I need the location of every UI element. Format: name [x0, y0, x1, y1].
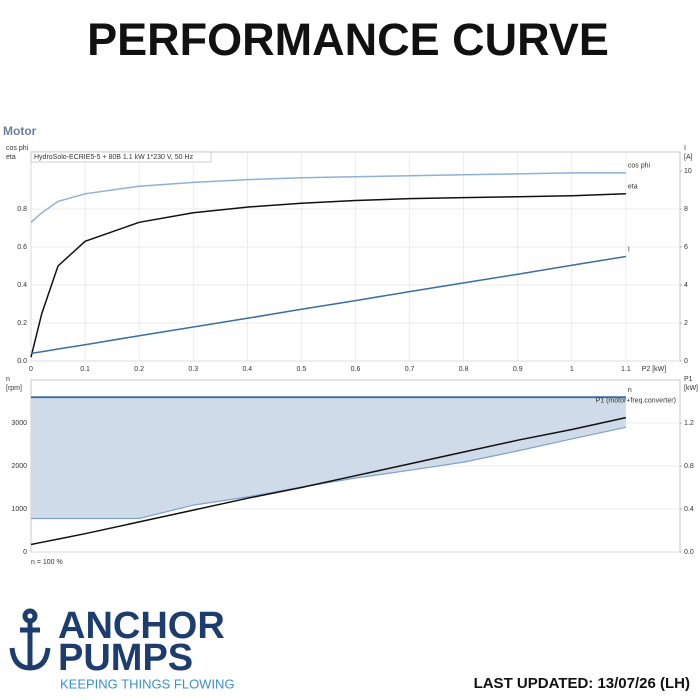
y-axis-label: cos phi	[6, 145, 29, 152]
series-label: cos phi	[628, 163, 651, 170]
series-label: I	[628, 246, 630, 253]
y-tick-label: 0.2	[17, 320, 27, 327]
y-axis-label: [rpm]	[6, 385, 22, 392]
y-tick-label: 3000	[11, 420, 27, 427]
x-tick-label: 0.9	[513, 366, 523, 373]
legend-text: HydroSolo-ECRIE5-5 + 80B 1.1 kW 1*230 V,…	[34, 154, 194, 161]
y2-tick-label: 0.4	[684, 506, 694, 513]
legend-box	[30, 151, 212, 163]
x-axis-label: P2 [kW]	[642, 366, 667, 373]
x-tick-label: 0.1	[80, 366, 90, 373]
y2-tick-label: 10	[684, 168, 692, 175]
x-tick-label: 0.4	[242, 366, 252, 373]
y2-tick-label: 4	[684, 282, 688, 289]
x-tick-label: 0.5	[297, 366, 307, 373]
y-tick-label: 0.0	[17, 358, 27, 365]
y2-tick-label: 1.2	[684, 420, 694, 427]
series-label: P1 (motor+freq.converter)	[596, 397, 676, 404]
note: n = 100 %	[31, 559, 63, 566]
y2-tick-label: 0.8	[684, 463, 694, 470]
x-tick-label: 1.1	[621, 366, 631, 373]
y-axis-label: n	[6, 376, 10, 383]
y2-tick-label: 8	[684, 206, 688, 213]
series-line	[30, 416, 627, 546]
range-lower-line	[31, 426, 627, 520]
brand-line2: PUMPS	[58, 637, 193, 679]
y2-tick-label: 2	[684, 320, 688, 327]
y2-tick-label: 0.0	[684, 549, 694, 556]
y-axis-label: eta	[6, 154, 16, 161]
x-tick-label: 0.8	[459, 366, 469, 373]
x-tick-label: 0.7	[405, 366, 415, 373]
y2-tick-label: 0	[684, 358, 688, 365]
x-tick-label: 1	[570, 366, 574, 373]
y-tick-label: 0	[23, 549, 27, 556]
y-tick-label: 2000	[11, 463, 27, 470]
range-area	[31, 397, 626, 519]
x-tick-label: 0	[29, 366, 33, 373]
brand-line1: ANCHOR	[58, 605, 225, 647]
x-tick-label: 0.3	[188, 366, 198, 373]
y2-axis-label: P1	[684, 376, 693, 383]
series-label: n	[628, 387, 632, 394]
x-tick-label: 0.6	[351, 366, 361, 373]
y2-tick-label: 6	[684, 244, 688, 251]
series-line	[30, 193, 626, 358]
x-tick-label: 0.2	[134, 366, 144, 373]
series-line	[30, 255, 627, 355]
y2-axis-label: [A]	[684, 154, 693, 161]
y-tick-label: 0.4	[17, 282, 27, 289]
page-title: PERFORMANCE CURVE	[87, 14, 609, 65]
y-tick-label: 0.6	[17, 244, 27, 251]
series-label: eta	[628, 184, 638, 191]
logo-icon	[9, 608, 51, 671]
y-tick-label: 1000	[11, 506, 27, 513]
series-line	[30, 172, 626, 223]
tagline: KEEPING THINGS FLOWING	[60, 676, 235, 691]
y-tick-label: 0.8	[17, 206, 27, 213]
section-title: Motor	[3, 124, 37, 138]
y2-axis-label: I	[684, 145, 686, 152]
y2-axis-label: [kW]	[684, 385, 698, 392]
last-updated: LAST UPDATED: 13/07/26 (LH)	[474, 675, 690, 692]
